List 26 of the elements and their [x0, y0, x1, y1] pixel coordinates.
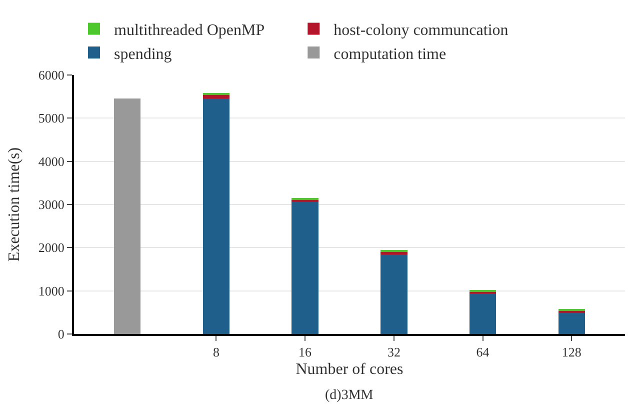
bar	[202, 98, 230, 334]
y-tick-label: 6000	[38, 68, 64, 83]
text: (d)3MM	[325, 388, 374, 403]
legend-label: computation time	[334, 46, 446, 63]
x-axis-title: Number of cores	[296, 360, 404, 378]
bar	[292, 202, 318, 334]
y-tick-label: 0	[58, 326, 64, 342]
x-tick-label: 32	[387, 344, 400, 360]
x-tick-label: 16	[298, 344, 312, 360]
x-tick-label: 8	[212, 344, 220, 360]
y-tick-label: 2000	[38, 240, 64, 256]
legend-label: host-colony communcation	[334, 22, 508, 39]
bar	[202, 94, 230, 99]
y-tick-label: 1000	[38, 283, 64, 298]
bar	[558, 312, 586, 334]
bar	[114, 98, 141, 334]
legend-label: spending	[114, 46, 172, 63]
bar	[380, 254, 408, 334]
y-axis-title: Execution time(s)	[6, 147, 23, 262]
bar	[469, 293, 496, 334]
y-tick-label: 4000	[38, 154, 64, 169]
y-tick-label: 5000	[38, 110, 64, 126]
legend-label: multithreaded OpenMP	[114, 22, 265, 39]
x-tick-label: 64	[476, 344, 490, 360]
y-tick-label: 3000	[38, 197, 64, 212]
x-tick-label: 128	[562, 344, 582, 360]
